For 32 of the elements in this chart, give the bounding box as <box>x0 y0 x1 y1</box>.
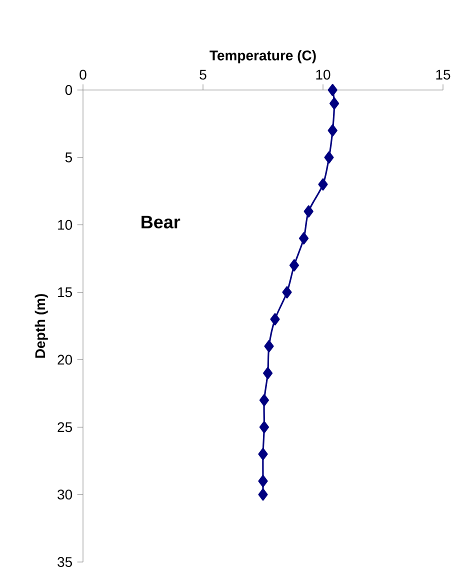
x-tick-label: 15 <box>436 70 450 80</box>
y-tick-label: 15 <box>58 287 72 298</box>
point <box>318 178 328 191</box>
point <box>258 488 268 501</box>
point <box>270 313 280 326</box>
point <box>304 205 314 218</box>
y-tick-label: 20 <box>58 354 72 365</box>
y-tick-label: 0 <box>65 85 72 95</box>
point <box>299 232 309 244</box>
point <box>258 448 268 460</box>
y-axis-title: Depth (m) <box>34 294 48 358</box>
x-tick-label: 10 <box>316 70 330 80</box>
x-tick-label: 5 <box>200 70 206 80</box>
point <box>328 84 338 96</box>
point <box>289 259 300 272</box>
point <box>328 124 338 137</box>
annotation: Bear <box>142 216 180 228</box>
point <box>263 367 273 380</box>
point <box>258 474 268 488</box>
point <box>259 394 269 406</box>
y-tick-label: 5 <box>65 152 72 162</box>
point <box>329 97 340 110</box>
y-tick-label: 35 <box>58 557 72 567</box>
point <box>264 340 274 352</box>
point <box>324 151 334 164</box>
y-tick-label: 25 <box>58 422 72 432</box>
x-tick-label: 0 <box>80 70 86 80</box>
y-tick-label: 30 <box>58 490 72 500</box>
point <box>259 421 269 434</box>
x-axis-title: Temperature (C) <box>210 50 316 64</box>
y-tick-label: 10 <box>58 220 72 230</box>
point <box>282 286 292 298</box>
